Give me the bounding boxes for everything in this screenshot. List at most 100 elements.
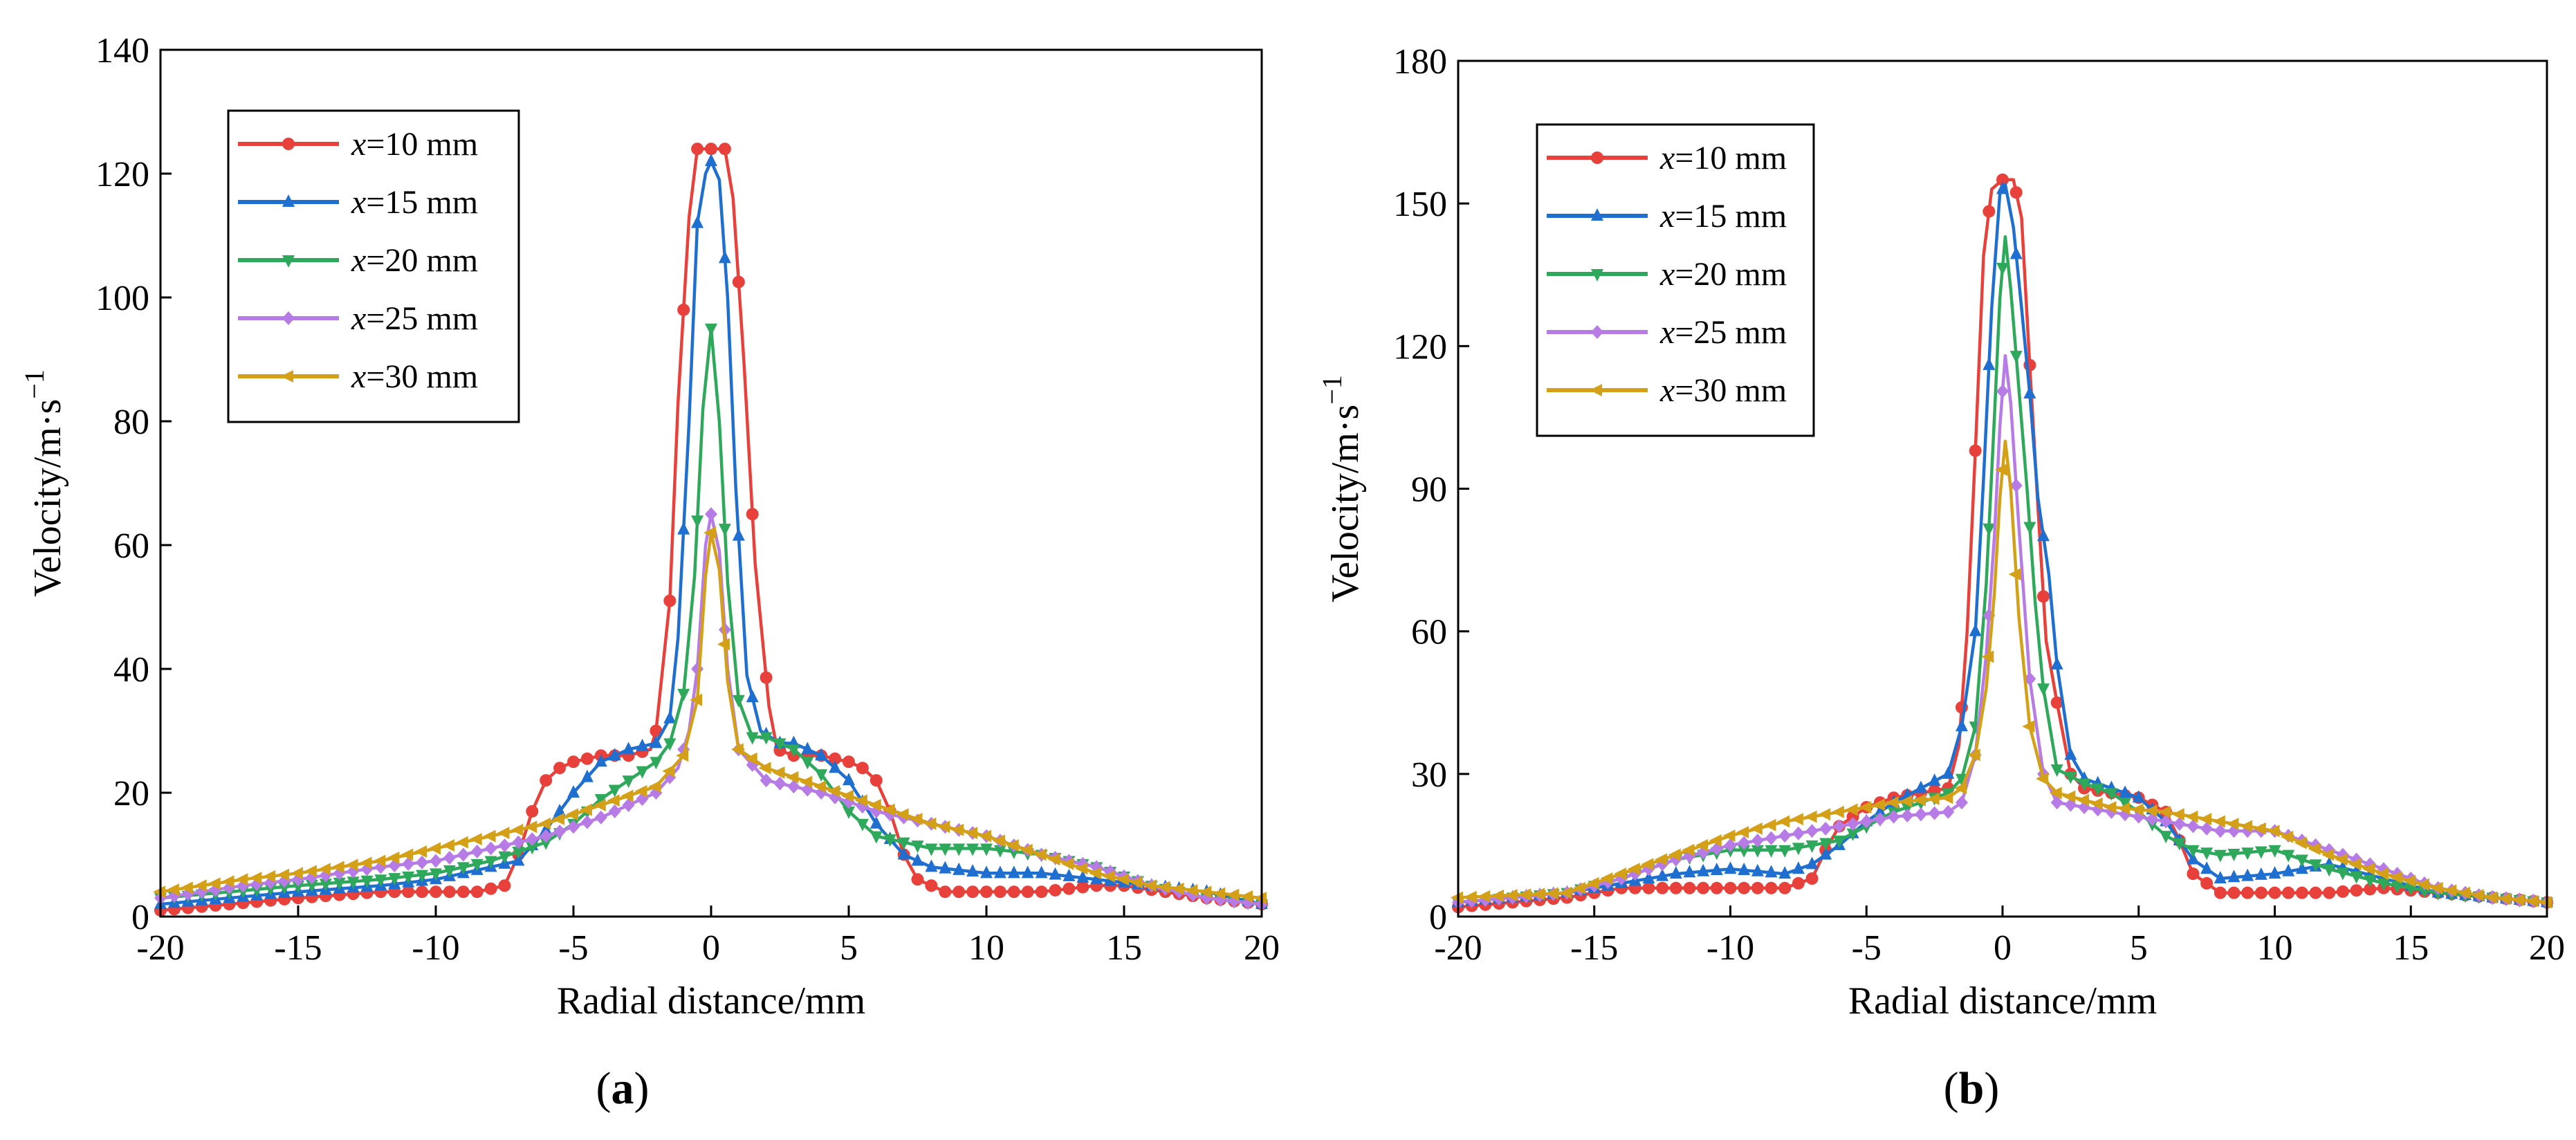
data-point (937, 820, 950, 834)
data-point (1655, 853, 1668, 866)
series-line (1457, 235, 2548, 904)
data-point (2323, 864, 2336, 877)
data-point (512, 835, 525, 849)
data-point (2009, 478, 2023, 493)
data-point (402, 871, 415, 884)
data-point (194, 879, 207, 892)
data-point (1076, 881, 1089, 894)
data-point (1738, 845, 1751, 858)
data-point (843, 773, 855, 786)
x-tick-label: 5 (840, 928, 858, 968)
data-point (1995, 463, 2007, 477)
data-point (993, 885, 1006, 899)
data-point (1819, 821, 1832, 836)
legend-label: x=10 mm (351, 126, 478, 163)
data-point (2037, 528, 2050, 542)
data-point (2241, 847, 2254, 861)
data-point (2282, 886, 2295, 899)
data-point (1722, 829, 1736, 843)
data-point (2416, 878, 2429, 891)
data-point (1765, 845, 1778, 858)
legend-marker (282, 138, 295, 150)
data-point (1982, 357, 1996, 370)
y-axis-title: Velocity/m·s−1 (19, 369, 69, 597)
data-point (2268, 866, 2281, 879)
data-point (484, 882, 497, 895)
data-point (2539, 896, 2552, 909)
data-point (2050, 656, 2063, 670)
data-point (1899, 795, 1913, 808)
data-point (815, 748, 828, 761)
data-point (373, 854, 386, 867)
x-tick-label: 5 (2130, 928, 2148, 968)
data-point (1792, 843, 1805, 856)
data-point (911, 853, 924, 866)
data-point (2350, 871, 2363, 884)
data-point (1642, 881, 1655, 894)
y-tick-label: 60 (1411, 613, 1447, 652)
data-point (2295, 854, 2308, 867)
legend-label: x=30 mm (1659, 372, 1787, 409)
data-point (650, 757, 663, 770)
data-point (580, 769, 594, 782)
data-point (636, 738, 649, 751)
data-point (691, 142, 704, 156)
data-point (416, 870, 429, 883)
x-tick-label: -15 (274, 928, 322, 968)
data-point (457, 862, 470, 875)
data-point (622, 775, 635, 789)
data-point (829, 752, 842, 765)
data-point (2158, 805, 2171, 818)
data-point (304, 865, 317, 878)
data-point (180, 881, 193, 894)
data-point (2200, 861, 2214, 874)
data-point (2526, 894, 2539, 908)
data-point (636, 766, 649, 779)
data-point (1765, 881, 1778, 894)
data-point (2104, 800, 2117, 813)
data-point (469, 833, 482, 846)
data-point (648, 780, 661, 793)
data-point (2090, 797, 2103, 810)
data-point (1075, 862, 1088, 875)
data-point (843, 755, 855, 769)
data-point (1062, 868, 1076, 881)
data-point (1683, 865, 1696, 878)
data-point (634, 784, 647, 798)
data-point (416, 855, 429, 870)
data-point (953, 862, 966, 875)
data-point (1491, 889, 1505, 902)
data-point (2226, 817, 2239, 830)
y-tick-label: 180 (1393, 42, 1447, 82)
data-point (319, 879, 332, 892)
data-point (2364, 874, 2377, 888)
data-point (1710, 881, 1723, 894)
data-point (2471, 889, 2484, 902)
data-point (2321, 848, 2335, 861)
data-point (760, 671, 773, 684)
data-point (980, 885, 993, 899)
data-point (1545, 887, 1558, 900)
data-point (608, 784, 621, 798)
data-point (1021, 865, 1034, 879)
data-point (443, 885, 456, 899)
data-point (663, 738, 677, 751)
data-point (2403, 874, 2416, 888)
legend-marker (1591, 151, 1603, 164)
data-point (1586, 876, 1599, 890)
data-point (2173, 838, 2186, 851)
data-point (1669, 881, 1682, 894)
data-point (2282, 849, 2295, 863)
data-point (773, 776, 786, 791)
data-point (2375, 867, 2389, 881)
data-point (691, 515, 704, 528)
data-point (2050, 796, 2063, 810)
data-point (718, 250, 731, 264)
data-point (2187, 845, 2200, 858)
data-point (470, 885, 484, 899)
series-x-25-mm (1452, 353, 2553, 910)
data-point (1804, 810, 1817, 823)
data-point (1518, 888, 1531, 901)
data-point (2295, 886, 2308, 899)
data-point (1749, 822, 1763, 835)
